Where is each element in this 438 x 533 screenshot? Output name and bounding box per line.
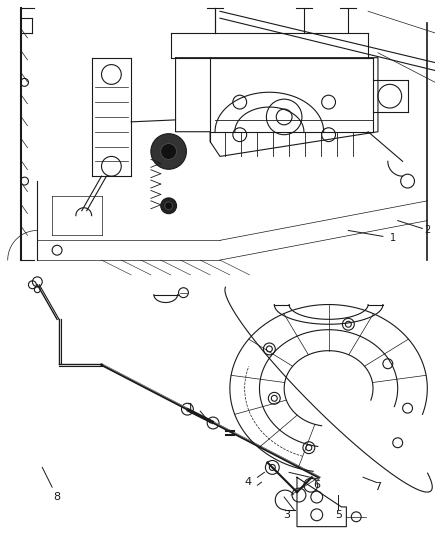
Circle shape [161, 143, 177, 159]
Text: 6: 6 [313, 480, 320, 490]
Circle shape [165, 202, 173, 209]
Circle shape [151, 134, 187, 169]
Circle shape [161, 198, 177, 214]
Text: 8: 8 [53, 492, 60, 502]
Text: 2: 2 [424, 225, 431, 236]
Text: 5: 5 [335, 510, 342, 520]
Text: 4: 4 [244, 477, 251, 487]
Text: 1: 1 [390, 233, 396, 244]
Text: 7: 7 [374, 482, 381, 492]
Text: 1: 1 [187, 403, 194, 413]
Text: 3: 3 [284, 510, 291, 520]
